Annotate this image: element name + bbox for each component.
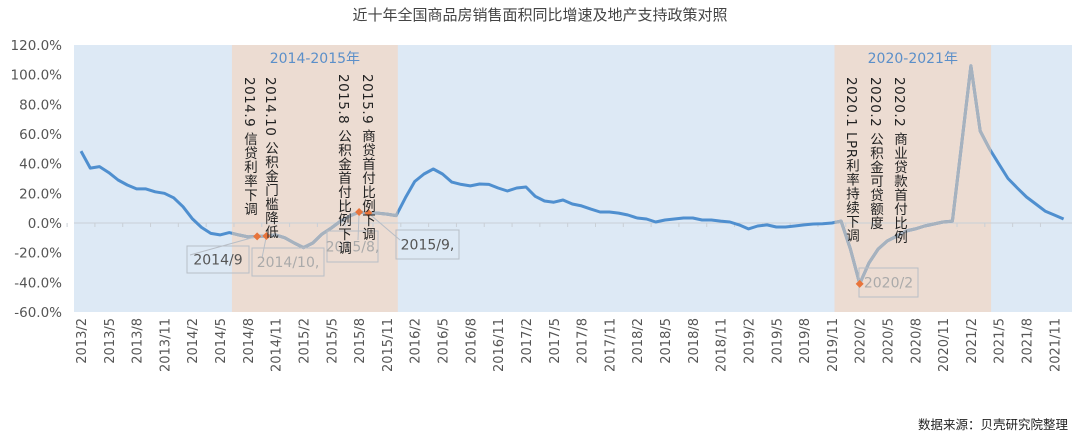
source-note: 数据来源：贝壳研究院整理 <box>918 417 1069 432</box>
y-tick-label: 80.0% <box>19 97 62 113</box>
x-tick-label: 2015/5 <box>325 318 340 364</box>
x-tick-label: 2021/11 <box>1048 318 1063 372</box>
x-tick-label: 2019/11 <box>826 318 841 372</box>
policy-annotation: 2020.1 LPR利率持续下调 <box>843 77 859 243</box>
x-tick-label: 2017/11 <box>603 318 618 372</box>
x-tick-label: 2016/8 <box>464 318 479 364</box>
callout-leader <box>357 212 360 241</box>
x-tick-label: 2017/5 <box>548 318 563 364</box>
y-tick-label: 60.0% <box>19 127 62 143</box>
callout-label: 2020/2 <box>864 276 913 292</box>
x-tick-label: 2016/11 <box>492 318 507 372</box>
data-marker <box>253 232 262 241</box>
x-tick-label: 2014/2 <box>186 318 201 364</box>
data-marker <box>364 209 373 218</box>
chart-title: 近十年全国商品房销售面积同比增速及地产支持政策对照 <box>352 6 727 24</box>
x-tick-label: 2013/2 <box>75 318 90 364</box>
x-tick-label: 2014/8 <box>242 318 257 364</box>
y-tick-label: -60.0% <box>14 305 62 321</box>
y-tick-label: -40.0% <box>14 275 62 291</box>
x-tick-label: 2019/2 <box>742 318 757 364</box>
data-marker <box>262 232 271 241</box>
x-tick-label: 2018/5 <box>659 318 674 364</box>
policy-annotation: 2020.2 公积金可贷额度 <box>867 77 883 231</box>
callout-label: 2014/10, <box>257 255 320 271</box>
x-tick-label: 2015/8 <box>353 318 368 364</box>
callout-box <box>395 229 460 260</box>
callout-box <box>186 245 250 274</box>
y-tick-label: 40.0% <box>19 157 62 173</box>
x-tick-label: 2015/11 <box>381 318 396 372</box>
axes: -60.0% -40.0% -20.0% 0.0% 20.0% 40.0% 60.0% 80.… <box>11 38 1072 372</box>
x-tick-label: 2016/2 <box>409 318 424 364</box>
y-tick-label: 20.0% <box>19 186 62 202</box>
marker-callouts: 2014/9 2014/10, 2015/8, 2015/9, 2020/2 <box>186 208 919 298</box>
y-tick-label: 100.0% <box>11 68 63 84</box>
x-tick-label: 2020/8 <box>909 318 924 364</box>
x-tick-label: 2016/5 <box>437 318 452 364</box>
callout-label: 2014/9 <box>193 253 242 269</box>
policy-annotation: 2014.9 信贷利率下调 <box>241 77 257 217</box>
x-tick-label: 2020/2 <box>854 318 869 364</box>
callout-label: 2015/8, <box>326 240 380 256</box>
y-tick-label: 120.0% <box>11 38 63 54</box>
callout-leader <box>261 235 267 259</box>
band-label: 2014-2015年 <box>270 51 360 67</box>
policy-annotation: 2015.8 公积金首付比例下调 <box>335 74 351 256</box>
x-tick-label: 2013/11 <box>158 318 173 372</box>
callout-box <box>251 247 325 277</box>
x-tick-label: 2020/5 <box>881 318 896 364</box>
x-tick-label: 2019/8 <box>798 318 813 364</box>
policy-annotation: 2015.9 商贷首付比例下调 <box>359 74 375 242</box>
data-marker <box>355 208 364 217</box>
x-tick-label: 2013/8 <box>131 318 146 364</box>
x-tick-label: 2018/8 <box>687 318 702 364</box>
callout-leader <box>368 212 401 241</box>
y-tick-label: 0.0% <box>28 216 62 232</box>
x-tick-label: 2021/2 <box>965 318 980 364</box>
policy-annotation: 2020.2 商业贷款首付比例 <box>891 77 907 245</box>
band-label: 2020-2021年 <box>868 51 958 67</box>
y-tick-label: -20.0% <box>14 246 62 262</box>
x-tick-label: 2020/11 <box>937 318 952 372</box>
highlight-band <box>231 45 398 312</box>
x-tick-label: 2019/5 <box>770 318 785 364</box>
x-tick-label: 2017/2 <box>520 318 535 364</box>
x-tick-label: 2021/5 <box>993 318 1008 364</box>
policy-annotation: 2014.10 公积金门槛降低 <box>262 77 278 240</box>
x-tick-label: 2014/11 <box>270 318 285 372</box>
x-tick-label: 2013/5 <box>103 318 118 364</box>
data-marker <box>855 279 864 288</box>
x-tick-label: 2014/5 <box>214 318 229 364</box>
x-tick-label: 2018/11 <box>715 318 730 372</box>
x-tick-label: 2018/2 <box>631 318 646 364</box>
callout-box <box>326 230 379 263</box>
callout-label: 2015/9, <box>401 238 455 254</box>
x-tick-label: 2017/8 <box>576 318 591 364</box>
x-tick-label: 2015/2 <box>297 318 312 364</box>
x-tick-label: 2021/8 <box>1021 318 1036 364</box>
